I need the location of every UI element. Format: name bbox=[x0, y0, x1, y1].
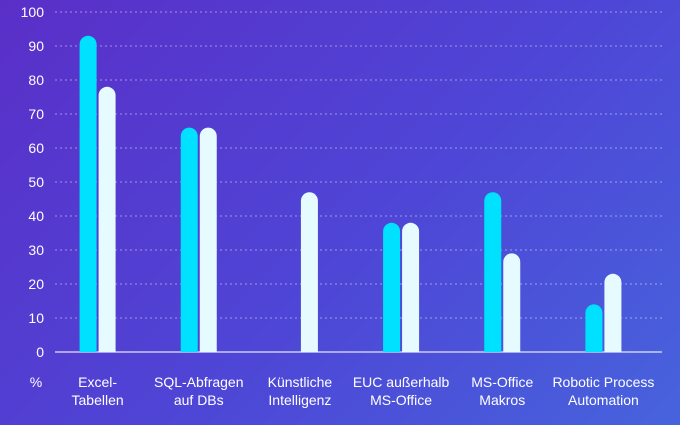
bar-series-b-cat-1 bbox=[199, 127, 217, 353]
bar-series-a-cat-5 bbox=[585, 304, 603, 352]
y-tick-label-100: 100 bbox=[21, 4, 45, 20]
x-category-label-5-line-1: Automation bbox=[568, 392, 639, 408]
bar-series-a-cat-3 bbox=[383, 222, 401, 352]
x-category-label-1-line-1: auf DBs bbox=[174, 392, 224, 408]
x-category-label-4-line-0: MS-Office bbox=[471, 374, 533, 390]
x-category-label-0-line-0: Excel- bbox=[78, 374, 117, 390]
bar-series-b-cat-2 bbox=[300, 192, 318, 352]
x-category-label-3-line-1: MS-Office bbox=[370, 392, 432, 408]
y-tick-label-80: 80 bbox=[28, 72, 44, 88]
bar-series-a-cat-0 bbox=[79, 35, 97, 353]
bars bbox=[79, 35, 622, 353]
y-tick-label-30: 30 bbox=[28, 242, 44, 258]
y-tick-label-50: 50 bbox=[28, 174, 44, 190]
y-tick-label-60: 60 bbox=[28, 140, 44, 156]
x-axis-categories: Excel- Tabellen SQL-Abfragen auf DBs Künstli… bbox=[72, 374, 655, 408]
y-tick-label-70: 70 bbox=[28, 106, 44, 122]
bar-series-a-cat-1 bbox=[180, 127, 198, 353]
bar-series-b-cat-0 bbox=[98, 86, 116, 353]
y-axis-unit-label: % bbox=[30, 374, 42, 390]
y-tick-label-10: 10 bbox=[28, 310, 44, 326]
y-axis-ticks: 0 10 20 30 40 50 60 70 80 90 100 bbox=[21, 4, 45, 360]
y-tick-label-0: 0 bbox=[36, 344, 44, 360]
x-category-label-0-line-1: Tabellen bbox=[72, 392, 124, 408]
bar-series-b-cat-4 bbox=[503, 253, 521, 352]
x-category-label-1-line-0: SQL-Abfragen bbox=[154, 374, 244, 390]
x-category-label-3-line-0: EUC außerhalb bbox=[353, 374, 450, 390]
x-category-label-5-line-0: Robotic Process bbox=[552, 374, 654, 390]
y-tick-label-90: 90 bbox=[28, 38, 44, 54]
y-tick-label-20: 20 bbox=[28, 276, 44, 292]
gridlines bbox=[55, 11, 662, 353]
bar-series-b-cat-3 bbox=[402, 222, 420, 352]
bar-series-b-cat-5 bbox=[604, 273, 622, 352]
y-tick-label-40: 40 bbox=[28, 208, 44, 224]
x-category-label-4-line-1: Makros bbox=[479, 392, 525, 408]
x-category-label-2-line-0: Künstliche bbox=[268, 374, 333, 390]
x-category-label-2-line-1: Intelligenz bbox=[268, 392, 331, 408]
bar-series-a-cat-4 bbox=[484, 192, 502, 352]
